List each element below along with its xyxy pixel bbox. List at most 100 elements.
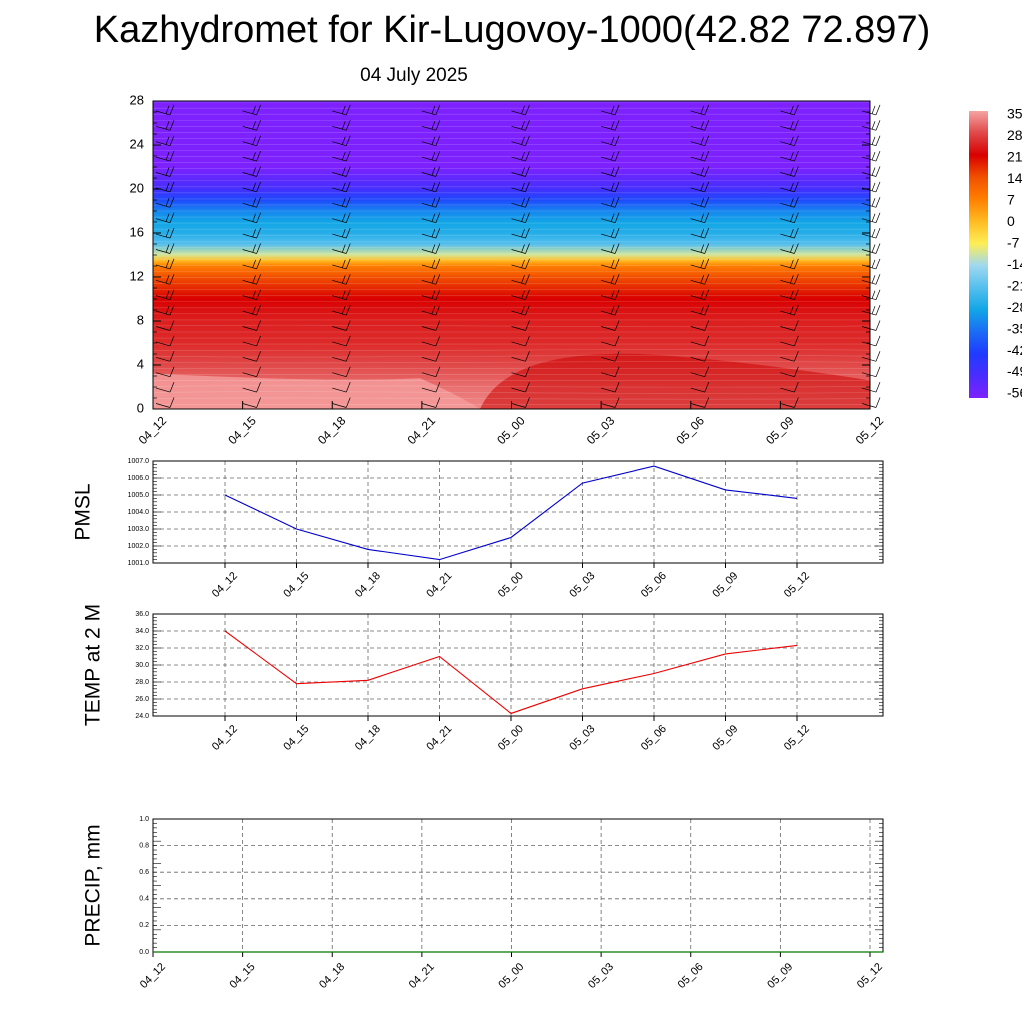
wind-barb-staff (242, 403, 257, 408)
chart-subtitle: 04 July 2025 (360, 65, 468, 86)
wind-barb (511, 289, 530, 301)
wind-barb (780, 135, 799, 147)
wind-barb-flag (525, 381, 530, 393)
wind-barb (861, 258, 881, 270)
wind-barb (155, 320, 175, 331)
wind-barb-flag (169, 135, 175, 146)
wind-barb (511, 243, 530, 254)
wind-barb-flag (614, 335, 620, 347)
y-tick-label: 1006.0 (128, 475, 150, 482)
x-tick-label: 05_12 (855, 961, 885, 991)
colorbar-label: 7 (1007, 192, 1015, 208)
wind-barb-staff (332, 172, 347, 177)
wind-barb-flag (435, 304, 441, 316)
wind-barb (601, 120, 620, 131)
wind-barb-staff (421, 326, 436, 331)
wind-barb (690, 304, 710, 316)
wind-barb-flag (700, 167, 705, 176)
wind-barb-flag (704, 197, 710, 208)
wind-barb (601, 243, 620, 254)
wind-barb-staff (332, 279, 347, 285)
x-tick-label: 05_12 (782, 723, 812, 753)
wind-barb-staff (861, 264, 877, 270)
wind-barb-flag (341, 198, 346, 207)
wind-barb-flag (431, 305, 436, 315)
wind-barb-flag (521, 259, 525, 269)
wind-barb-flag (875, 304, 881, 316)
wind-barb-flag (345, 320, 351, 331)
wind-barb-staff (601, 295, 616, 301)
wind-barb-flag (521, 105, 525, 115)
wind-barb-staff (421, 403, 436, 408)
wind-barb (155, 166, 175, 177)
wind-barb-flag (256, 150, 261, 162)
wind-barb-staff (332, 387, 347, 393)
wind-barb-staff (780, 172, 795, 177)
wind-barb-flag (431, 275, 436, 284)
wind-barb-flag (875, 274, 881, 285)
wind-barb-flag (256, 397, 261, 408)
wind-barb-staff (242, 125, 257, 131)
wind-barb (780, 366, 799, 378)
wind-barb-flag (610, 105, 615, 115)
wind-barb (332, 212, 351, 224)
wind-barb (601, 320, 620, 331)
wind-barb-staff (690, 172, 705, 177)
wind-barb-flag (169, 381, 175, 393)
wind-barb-staff (601, 202, 616, 208)
wind-barb-flag (871, 105, 876, 115)
wind-barb (780, 227, 799, 239)
wind-barb-staff (511, 187, 526, 193)
wind-barb-flag (256, 335, 261, 347)
wind-barb (421, 351, 441, 362)
wind-barb-flag (256, 227, 261, 239)
wind-barb-staff (511, 110, 526, 116)
wind-barb-flag (704, 304, 710, 316)
wind-barb-staff (601, 326, 616, 331)
wind-barb-flag (704, 289, 710, 300)
wind-barb-flag (614, 258, 620, 270)
wind-barb-flag (431, 198, 436, 207)
wind-barb-flag (341, 259, 346, 269)
x-tick-label: 05_00 (496, 723, 526, 753)
wind-barb-flag (256, 181, 261, 193)
x-tick-label: 05_03 (567, 570, 597, 600)
wind-barb (601, 351, 620, 362)
wind-barb-flag (794, 258, 799, 270)
wind-barb (421, 135, 441, 147)
y-tick-label: 24.0 (135, 713, 149, 720)
wind-barb-staff (511, 279, 526, 285)
wind-barb-staff (332, 310, 347, 316)
wind-barb-flag (700, 213, 705, 222)
wind-barb-staff (421, 156, 436, 162)
x-tick-label: 05_12 (782, 570, 812, 600)
wind-barb (690, 289, 710, 301)
wind-barb (242, 150, 261, 162)
wind-barb (155, 304, 175, 316)
wind-barb-flag (700, 121, 705, 130)
wind-barb (332, 104, 351, 116)
wind-barb (242, 351, 261, 362)
wind-barb-flag (525, 243, 530, 254)
x-tick-label: 05_06 (639, 570, 669, 600)
wind-barb-flag (794, 120, 799, 131)
wind-barb-flag (525, 104, 530, 116)
wind-barb-staff (332, 341, 347, 347)
wind-barb-staff (780, 110, 795, 116)
x-tick-label: 04_21 (405, 413, 439, 447)
wind-barb-staff (601, 341, 616, 347)
wind-barb-flag (875, 181, 881, 193)
wind-barb-flag (614, 227, 620, 239)
wind-barb (242, 258, 261, 270)
wind-barb-flag (610, 198, 615, 207)
wind-barb-flag (794, 381, 799, 393)
wind-barb (690, 227, 710, 239)
wind-barb-flag (614, 366, 620, 377)
wind-barb-staff (601, 172, 616, 177)
heatmap-warm-region (153, 373, 480, 409)
wind-barb-flag (435, 212, 441, 223)
panel-frame (152, 818, 884, 953)
wind-barb-flag (165, 259, 170, 269)
wind-barb (242, 104, 261, 116)
wind-barb (511, 335, 530, 347)
